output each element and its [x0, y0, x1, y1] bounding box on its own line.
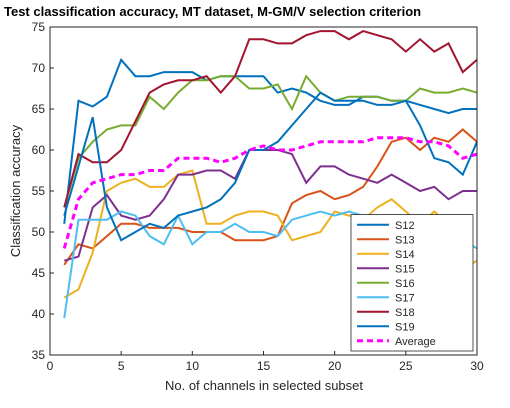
y-axis-label: Classification accuracy	[8, 124, 23, 257]
x-axis-label: No. of channels in selected subset	[165, 378, 363, 393]
legend-label: Average	[395, 336, 436, 348]
series-line	[63, 57, 477, 224]
legend-label: S14	[395, 249, 415, 261]
y-tick-label: 35	[32, 348, 46, 362]
x-tick-label: 5	[118, 359, 125, 373]
x-tick-label: 25	[399, 359, 413, 373]
y-tick-label: 65	[32, 102, 46, 116]
series-line	[63, 30, 478, 208]
y-tick-label: 70	[32, 61, 46, 75]
axes-box	[49, 26, 478, 356]
y-tick-label: 40	[32, 307, 46, 321]
series-line	[62, 136, 478, 249]
legend-label: S16	[395, 278, 415, 290]
y-tick-label: 45	[32, 266, 46, 280]
series-line	[63, 91, 478, 242]
series-line	[63, 149, 477, 262]
x-tick-label: 0	[47, 359, 54, 373]
legend-label: S19	[395, 321, 415, 333]
legend-label: S13	[395, 234, 415, 246]
series-line	[63, 169, 478, 299]
x-tick-label: 10	[186, 359, 200, 373]
legend-label: S18	[395, 307, 415, 319]
x-tick-label: 30	[470, 359, 484, 373]
y-tick-label: 50	[32, 225, 46, 239]
x-tick-label: 15	[257, 359, 271, 373]
y-tick-label: 55	[32, 184, 46, 198]
legend-label: S12	[395, 220, 415, 232]
legend-label: S15	[395, 263, 415, 275]
y-tick-label: 60	[32, 143, 46, 157]
y-tick-label: 75	[32, 20, 46, 34]
legend-label: S17	[395, 292, 415, 304]
x-tick-label: 20	[328, 359, 342, 373]
chart-title: Test classification accuracy, MT dataset…	[4, 4, 421, 19]
